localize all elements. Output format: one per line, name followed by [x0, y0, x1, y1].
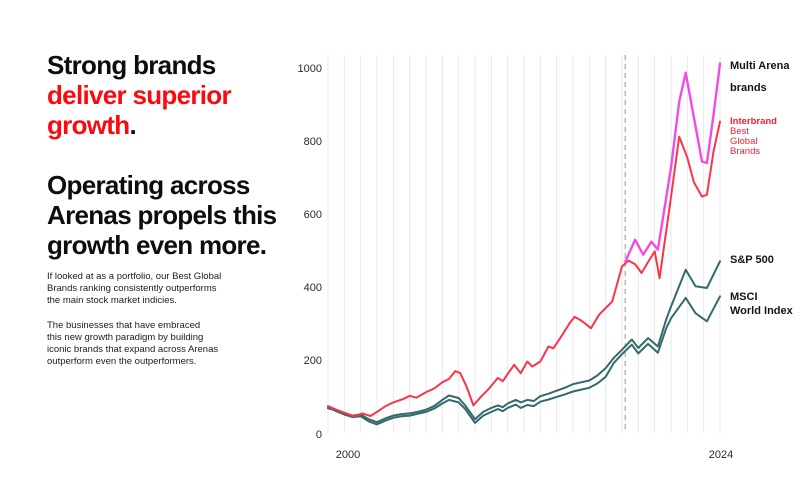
- legend-sp500: S&P 500: [730, 254, 774, 266]
- intro-panel: Strong brands deliver superior growth. O…: [47, 50, 292, 260]
- series-line-s-p-500: [327, 260, 721, 424]
- y-axis-tick-label: 800: [303, 136, 322, 149]
- series-line-msci-world-index: [327, 295, 721, 426]
- y-axis-tick-label: 0: [315, 428, 322, 441]
- x-axis-tick-label: 2000: [335, 449, 361, 461]
- headline-line2: deliver superior: [47, 80, 232, 110]
- legend-interbrand-best-global-brands: Interbrand Best Global Brands: [730, 117, 777, 157]
- body-paragraph-2: The businesses that have embraced this n…: [47, 319, 219, 368]
- legend-msci-world-index: MSCI World Index: [730, 291, 793, 317]
- legend-interbrand-subtitle: Best Global Brands: [730, 126, 761, 157]
- y-axis-tick-label: 600: [303, 209, 322, 222]
- headline-line3: growth: [47, 110, 130, 140]
- series-line-interbrand-best-global-brands: [327, 120, 721, 418]
- body-paragraph-1: If looked at as a portfolio, our Best Gl…: [47, 271, 222, 307]
- y-axis-tick-label: 200: [303, 355, 322, 368]
- x-axis-tick-label: 2024: [708, 449, 734, 461]
- y-axis-tick-label: 1000: [297, 63, 322, 75]
- legend-interbrand-title: Interbrand: [730, 116, 777, 127]
- headline-line1: Strong brands: [47, 50, 216, 80]
- y-axis-tick-label: 400: [303, 282, 322, 295]
- headline-period: .: [129, 110, 136, 140]
- subheadline: Operating across Arenas propels this gro…: [47, 170, 277, 260]
- headline: Strong brands deliver superior growth.: [47, 50, 292, 140]
- series-line-multi-arena-brands: [624, 62, 722, 263]
- body-copy: If looked at as a portfolio, our Best Gl…: [47, 271, 247, 380]
- legend-multi-arena-brands: Multi Arena brands: [730, 60, 790, 94]
